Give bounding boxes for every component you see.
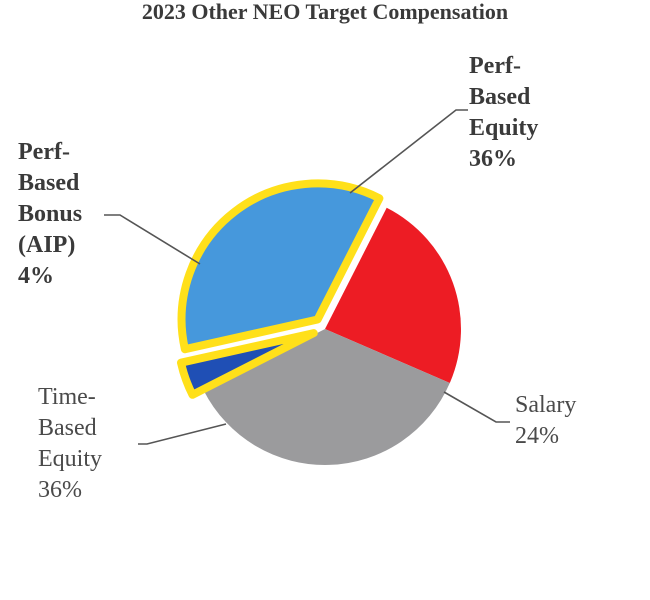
label-value: 4%: [18, 263, 54, 289]
label-line: (AIP): [18, 232, 76, 258]
label-line: Equity: [469, 115, 539, 141]
leader-line-time-based-equity: [138, 423, 227, 445]
label-time-based-equity: Time- Based Equity 36%: [38, 382, 102, 506]
label-line: Bonus: [18, 201, 83, 227]
pie-slice-salary: [325, 207, 461, 383]
leader-line-perf-based-bonus: [104, 214, 201, 265]
label-value: 24%: [515, 423, 559, 449]
label-line: Perf-: [469, 53, 521, 79]
label-line: Based: [38, 415, 97, 441]
leader-line-perf-based-equity: [349, 109, 468, 194]
label-line: Equity: [38, 446, 102, 472]
label-salary: Salary 24%: [515, 390, 576, 452]
label-value: 36%: [38, 477, 82, 503]
label-value: 36%: [469, 146, 517, 172]
label-perf-based-bonus: Perf- Based Bonus (AIP) 4%: [18, 137, 82, 292]
leader-line-salary: [443, 391, 510, 423]
pie-slice-perf-based-equity: [177, 179, 384, 354]
pie-slice-time-based-equity: [203, 329, 450, 465]
label-line: Salary: [515, 392, 577, 418]
pie-slice-perf-based-bonus: [177, 329, 318, 399]
label-line: Perf-: [18, 139, 70, 165]
label-line: Time-: [38, 384, 96, 410]
chart-title: 2023 Other NEO Target Compensation: [141, 0, 509, 24]
label-perf-based-equity: Perf- Based Equity 36%: [469, 51, 538, 175]
label-line: Based: [18, 170, 80, 196]
label-line: Based: [469, 84, 531, 110]
